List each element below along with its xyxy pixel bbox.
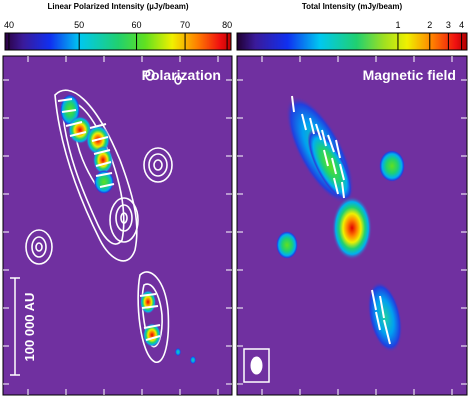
colorbar [4, 32, 232, 51]
colorbar-tick-label: 2 [427, 20, 432, 30]
polarization-vectors [57, 98, 161, 341]
colorbar-tick-label: 40 [4, 20, 14, 30]
colorbar-tick-label: 50 [74, 20, 84, 30]
scale-bar [10, 277, 20, 376]
scale-bar-label: 100 000 AU [22, 293, 37, 362]
frame-ticks [3, 56, 467, 395]
colorbar-tick-label: 4 [459, 20, 464, 30]
polarization-panel: Polarization 100 000 AU [2, 55, 233, 396]
colorbar-title: Total Intensity (mJy/beam) [302, 2, 403, 11]
beam-box [243, 348, 270, 383]
magnetic-field-panel: Magnetic field [236, 55, 468, 396]
colorbar-title: Linear Polarized Intensity (µJy/beam) [47, 2, 188, 11]
contours [25, 69, 182, 363]
colorbar [236, 32, 468, 51]
colorbar-tick-label: 3 [446, 20, 451, 30]
panel-label: Polarization [142, 67, 221, 83]
colorbar-tick-label: 1 [395, 20, 400, 30]
colorbar-tick-label: 60 [132, 20, 142, 30]
beam [250, 356, 263, 375]
colorbar-tick-label: 80 [222, 20, 232, 30]
colorbar-tick-label: 70 [180, 20, 190, 30]
field-vectors [291, 95, 391, 345]
panel-label: Magnetic field [363, 67, 456, 83]
